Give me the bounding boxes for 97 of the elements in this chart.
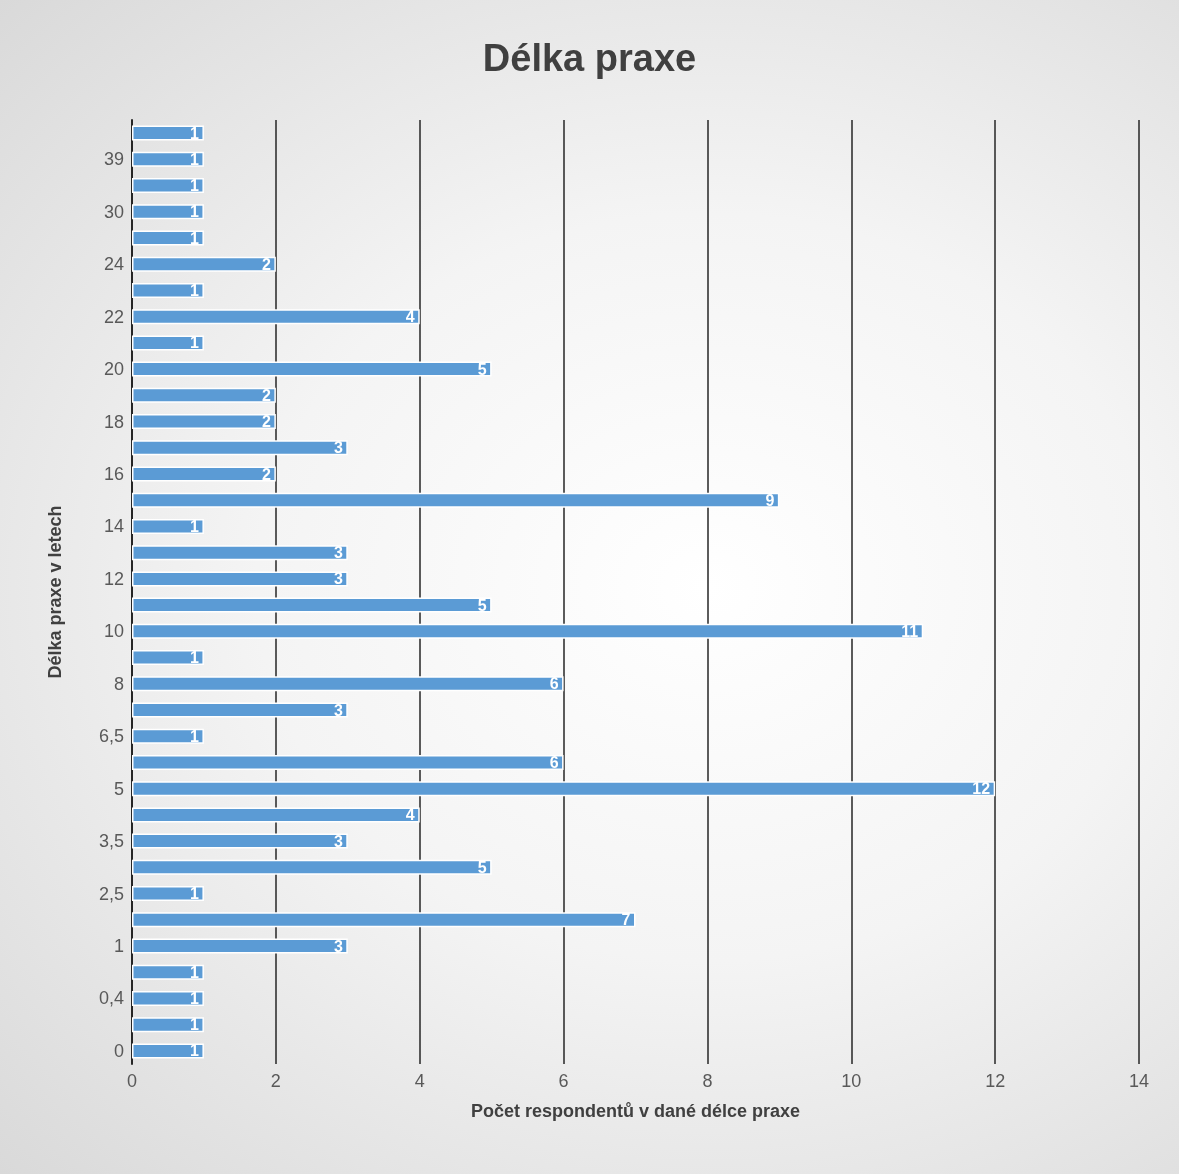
bar — [132, 702, 348, 718]
data-label: 2 — [261, 413, 271, 431]
bar — [132, 912, 636, 928]
data-label: 1 — [190, 963, 200, 981]
data-label: 2 — [261, 465, 271, 483]
data-label: 1 — [190, 517, 200, 535]
y-tick-label: 30 — [103, 201, 124, 222]
y-tick-label: 22 — [103, 306, 124, 327]
y-tick-label: 0,4 — [98, 988, 124, 1009]
y-tick-label: 14 — [103, 516, 124, 537]
data-label: 7 — [621, 911, 631, 929]
data-label: 11 — [901, 622, 919, 640]
data-label: 4 — [405, 308, 415, 326]
data-label: 2 — [261, 386, 271, 404]
data-label: 1 — [190, 203, 200, 221]
bar — [132, 309, 420, 325]
bar — [132, 204, 204, 220]
data-label: 5 — [477, 596, 487, 614]
data-label: 1 — [190, 727, 200, 745]
bar — [132, 833, 348, 849]
y-axis-title: Délka praxe v letech — [45, 505, 65, 679]
data-label: 1 — [190, 885, 200, 903]
bar — [132, 361, 492, 377]
data-label: 1 — [190, 281, 200, 299]
chart-title: Délka praxe — [482, 37, 697, 79]
bar — [132, 650, 204, 666]
data-label: 1 — [190, 124, 200, 142]
data-label: 1 — [190, 150, 200, 168]
bar — [132, 781, 996, 797]
x-axis-title: Počet respondentů v dané délce praxe — [470, 1101, 801, 1121]
y-tick-label: 1 — [113, 936, 124, 956]
bar — [132, 492, 780, 508]
x-tick-label: 8 — [702, 1071, 713, 1091]
y-tick-label: 5 — [113, 778, 124, 799]
bar — [132, 440, 348, 456]
bar — [132, 518, 204, 534]
data-label: 5 — [477, 858, 487, 876]
bar — [132, 964, 204, 980]
x-tick-label: 14 — [1128, 1071, 1150, 1091]
data-label: 3 — [333, 937, 343, 955]
bar — [132, 178, 204, 194]
y-tick-label: 8 — [113, 673, 124, 694]
data-label: 1 — [190, 177, 200, 195]
data-label: 3 — [333, 544, 343, 562]
bar — [132, 1017, 204, 1033]
bar — [132, 125, 204, 141]
bar — [132, 886, 204, 902]
y-tick-label: 20 — [103, 359, 124, 380]
bar — [132, 728, 204, 744]
bar — [132, 676, 564, 692]
y-tick-label: 0 — [113, 1040, 124, 1061]
bar — [132, 571, 348, 587]
data-label: 3 — [333, 701, 343, 719]
y-tick-label: 12 — [103, 568, 124, 589]
data-label: 1 — [190, 1016, 200, 1034]
data-label: 9 — [765, 491, 775, 509]
x-tick-label: 10 — [841, 1071, 862, 1091]
bar — [132, 623, 924, 639]
bar — [132, 151, 204, 167]
bar — [132, 807, 420, 823]
data-label: 1 — [190, 649, 200, 667]
bar — [132, 335, 204, 351]
y-tick-label: 10 — [103, 621, 124, 642]
bar — [132, 859, 492, 875]
y-tick-label: 6,5 — [98, 726, 124, 747]
y-tick-label: 3,5 — [98, 831, 124, 852]
y-tick-label: 24 — [103, 254, 124, 275]
y-tick-label: 16 — [103, 464, 124, 484]
bar — [132, 597, 492, 613]
y-tick-label: 18 — [103, 411, 124, 432]
data-label: 12 — [972, 780, 991, 798]
x-tick-label: 6 — [558, 1071, 569, 1091]
data-label: 3 — [333, 439, 343, 457]
bar — [132, 1043, 204, 1059]
bar — [132, 754, 564, 770]
bar — [132, 545, 348, 561]
bar — [132, 466, 276, 482]
bar — [132, 256, 276, 272]
bar — [132, 282, 204, 298]
x-tick-label: 2 — [270, 1071, 281, 1091]
x-tick-label: 12 — [985, 1071, 1006, 1091]
data-label: 1 — [190, 229, 200, 247]
x-tick-label: 0 — [126, 1071, 138, 1091]
bar — [132, 387, 276, 403]
x-tick-label: 4 — [414, 1071, 425, 1091]
data-label: 1 — [190, 989, 200, 1007]
bar — [132, 938, 348, 954]
bar — [132, 230, 204, 246]
y-tick-label: 39 — [103, 149, 124, 170]
data-label: 6 — [549, 675, 559, 693]
data-label: 6 — [549, 753, 559, 771]
y-tick-label: 2,5 — [98, 883, 124, 904]
bar — [132, 414, 276, 430]
data-label: 5 — [477, 360, 487, 378]
data-label: 3 — [333, 832, 343, 850]
data-label: 2 — [261, 255, 271, 273]
bar — [132, 990, 204, 1006]
